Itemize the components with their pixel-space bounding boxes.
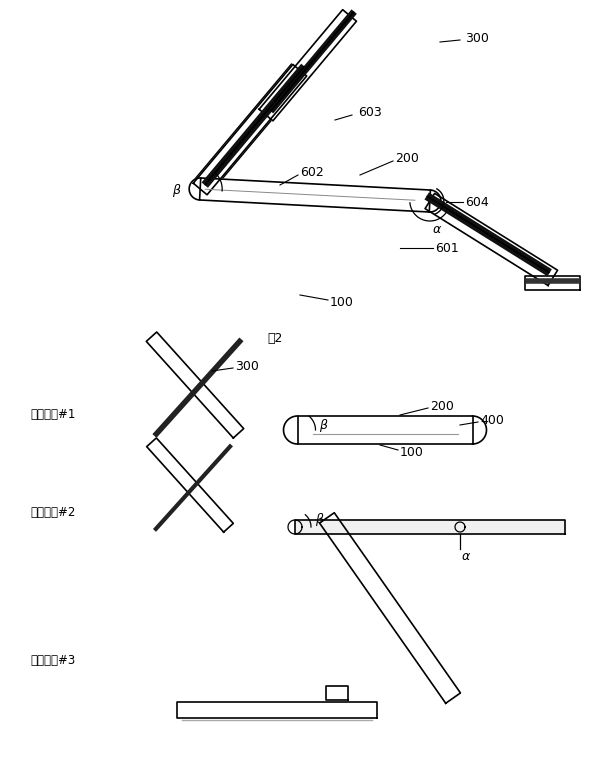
Text: α: α [462, 550, 470, 563]
Polygon shape [429, 190, 441, 212]
Polygon shape [298, 416, 473, 444]
Text: β: β [172, 185, 180, 198]
Text: 604: 604 [465, 195, 489, 208]
Polygon shape [326, 686, 348, 700]
Polygon shape [284, 416, 298, 444]
Text: α: α [433, 223, 441, 236]
Text: 300: 300 [465, 31, 489, 45]
Text: 100: 100 [400, 445, 424, 458]
Polygon shape [526, 276, 580, 290]
Polygon shape [146, 332, 244, 438]
Polygon shape [295, 520, 565, 534]
Polygon shape [193, 65, 307, 195]
Text: 400: 400 [480, 413, 504, 426]
Text: 支架状态#3: 支架状态#3 [30, 654, 75, 667]
Text: 300: 300 [235, 359, 259, 372]
Text: 200: 200 [430, 400, 454, 413]
Text: 602: 602 [300, 166, 324, 179]
Text: 603: 603 [358, 106, 382, 119]
Text: 100: 100 [330, 296, 354, 309]
Text: 200: 200 [395, 151, 419, 164]
Text: 图2: 图2 [268, 331, 283, 344]
Text: β: β [315, 512, 323, 525]
Polygon shape [473, 416, 487, 444]
Text: β: β [320, 420, 328, 432]
Polygon shape [200, 178, 430, 212]
Text: 支架状态#1: 支架状态#1 [30, 409, 76, 422]
Text: 支架状态#2: 支架状态#2 [30, 505, 76, 518]
Polygon shape [177, 702, 377, 718]
Polygon shape [425, 193, 557, 286]
Text: 601: 601 [435, 242, 459, 255]
Polygon shape [259, 10, 356, 121]
Polygon shape [320, 513, 460, 703]
Polygon shape [146, 438, 233, 532]
Polygon shape [189, 178, 201, 200]
